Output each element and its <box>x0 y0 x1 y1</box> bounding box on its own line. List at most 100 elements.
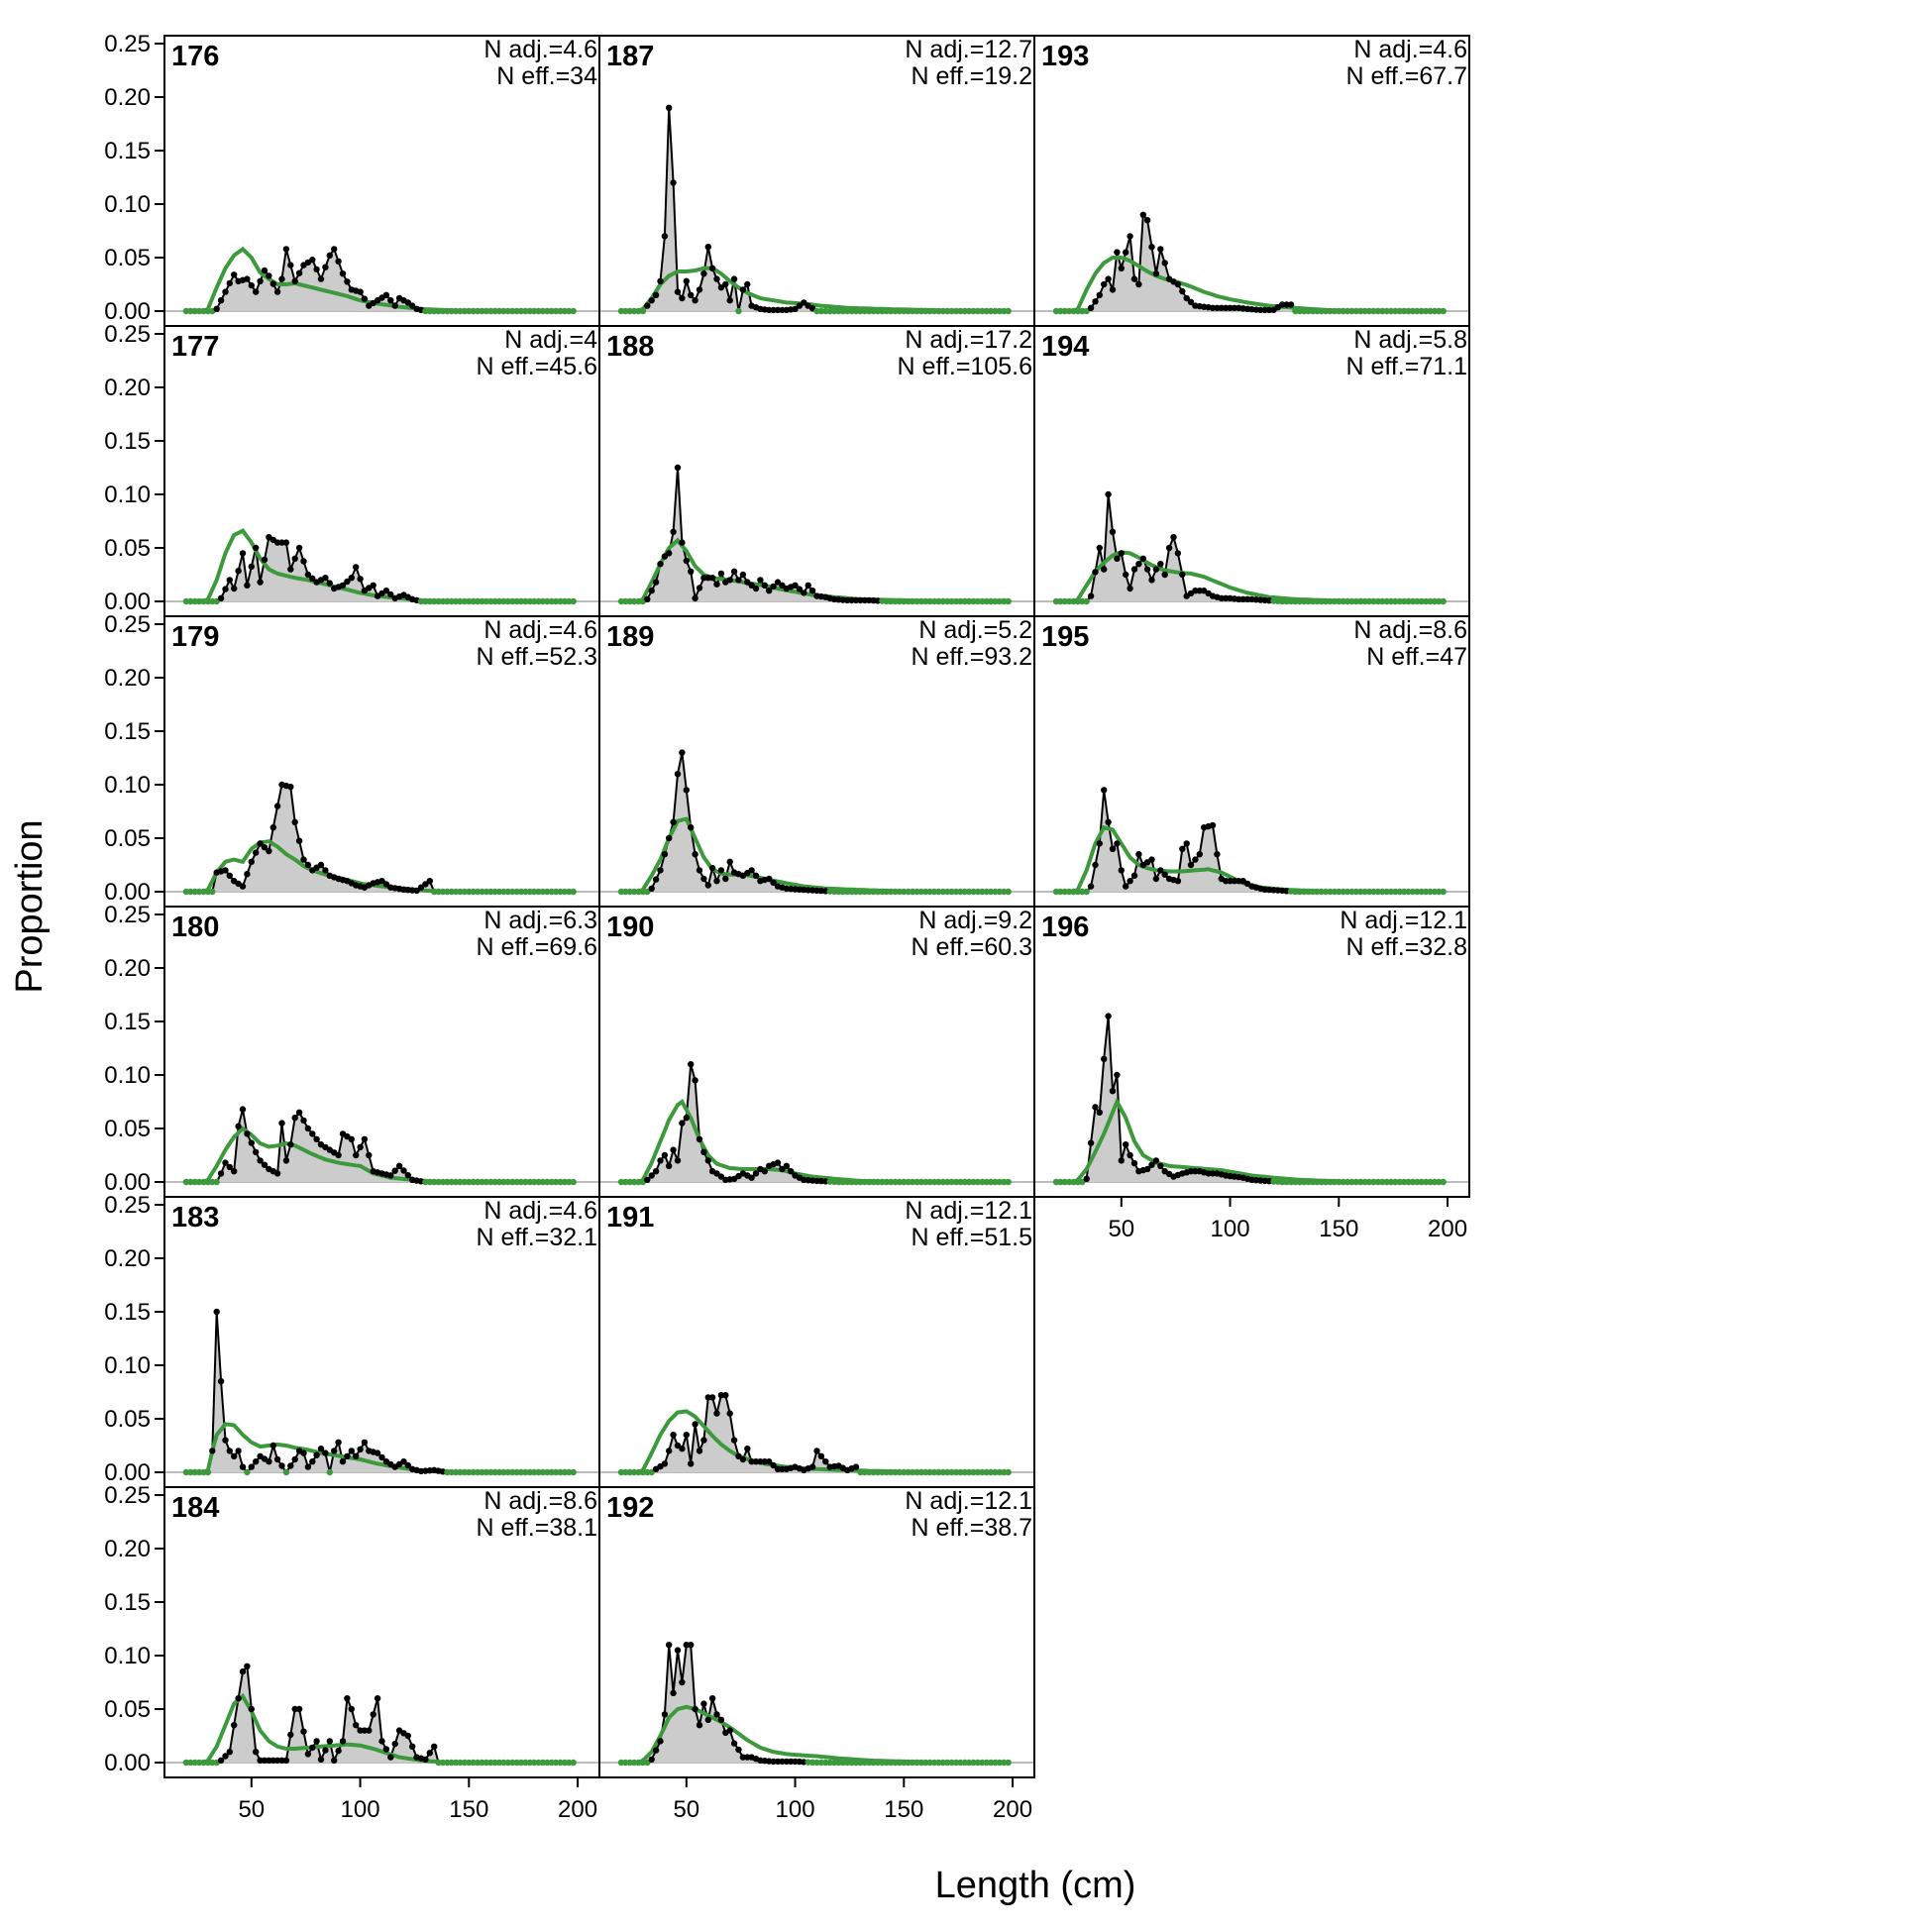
observed-point <box>535 307 542 315</box>
observed-point <box>495 1178 503 1186</box>
observed-point <box>848 1759 855 1767</box>
observed-point <box>544 597 551 605</box>
observed-point <box>874 1759 882 1767</box>
observed-point <box>566 597 573 605</box>
observed-point <box>448 1468 455 1476</box>
observed-point <box>952 1759 960 1767</box>
observed-point <box>926 307 933 315</box>
observed-point <box>1436 597 1443 605</box>
observed-point <box>696 286 703 293</box>
observed-point <box>348 1705 355 1713</box>
panel-177: 177 N adj.=4N eff.=45.6 0.00 0.05 0.10 0.15 0.… <box>104 321 600 617</box>
observed-point <box>626 307 633 315</box>
observed-point <box>708 1695 716 1702</box>
observed-point <box>209 1178 216 1186</box>
observed-point <box>353 1151 360 1159</box>
observed-point <box>1405 307 1412 315</box>
panel-184: 184 N adj.=8.6N eff.=38.1 0.00 0.05 0.10 0.15… <box>104 1482 600 1778</box>
observed-point <box>452 307 460 315</box>
observed-point <box>965 1468 973 1476</box>
observed-point <box>491 307 498 315</box>
observed-point <box>1427 1178 1434 1186</box>
observed-point <box>235 1448 242 1454</box>
y-tick-label: 0.15 <box>104 428 151 455</box>
observed-point <box>939 1468 946 1476</box>
observed-point <box>1314 1178 1321 1186</box>
observed-point <box>970 1468 977 1476</box>
observed-point <box>674 1647 682 1654</box>
panel-year-label: 193 <box>1041 41 1089 72</box>
observed-point <box>965 1759 973 1767</box>
observed-point <box>204 1468 212 1476</box>
observed-point <box>874 307 882 315</box>
observed-point <box>952 307 960 315</box>
n-eff-label: N eff.=47 <box>1366 643 1467 671</box>
observed-point <box>1396 307 1404 315</box>
observed-point <box>639 1759 647 1767</box>
observed-point <box>1327 1178 1334 1186</box>
observed-point <box>1161 571 1168 579</box>
observed-point <box>300 1728 307 1735</box>
y-tick-label: 0.10 <box>104 482 151 508</box>
observed-point <box>1152 270 1160 277</box>
n-eff-label: N eff.=67.7 <box>1345 62 1467 90</box>
observed-point <box>566 888 573 896</box>
observed-point <box>905 597 912 605</box>
observed-point <box>491 1759 498 1767</box>
panels: 176 N adj.=4.6N eff.=340.000.050.100.150.… <box>104 31 1470 1778</box>
observed-point <box>213 1178 220 1186</box>
observed-point <box>1370 1178 1377 1186</box>
observed-point <box>1087 592 1095 599</box>
observed-point <box>1348 1178 1355 1186</box>
observed-point <box>426 1750 433 1757</box>
observed-point <box>544 1759 551 1767</box>
observed-point <box>200 307 207 315</box>
observed-point <box>652 876 660 883</box>
observed-point <box>326 1738 333 1745</box>
observed-point <box>253 1148 260 1156</box>
observed-point <box>513 1178 520 1186</box>
observed-point <box>700 1437 707 1444</box>
observed-point <box>470 1759 477 1767</box>
observed-point <box>457 307 464 315</box>
observed-point <box>1265 306 1273 314</box>
observed-point <box>1361 1178 1368 1186</box>
observed-point <box>1365 888 1373 896</box>
observed-point <box>970 1759 977 1767</box>
observed-point <box>187 1759 194 1767</box>
observed-point <box>644 302 651 309</box>
observed-point <box>1239 595 1246 602</box>
observed-point <box>652 1168 660 1175</box>
observed-point <box>1096 544 1104 552</box>
observed-point <box>213 1308 220 1316</box>
observed-point <box>1174 280 1182 288</box>
panel-year-label: 179 <box>171 621 219 653</box>
y-tick-label: 0.10 <box>104 1062 151 1089</box>
observed-point <box>983 1178 990 1186</box>
panel-year-label: 176 <box>171 41 219 72</box>
observed-point <box>452 1178 460 1186</box>
observed-point <box>648 1756 655 1764</box>
observed-point <box>552 1178 560 1186</box>
observed-point <box>883 1178 890 1186</box>
observed-point <box>700 270 707 277</box>
observed-point <box>817 307 825 315</box>
observed-point <box>688 1061 695 1068</box>
observed-point <box>417 884 425 891</box>
observed-point <box>944 888 951 896</box>
observed-point <box>535 1759 542 1767</box>
observed-point <box>539 597 547 605</box>
observed-point <box>461 597 469 605</box>
observed-area <box>185 1109 574 1182</box>
observed-point <box>870 307 877 315</box>
observed-point <box>739 1455 747 1463</box>
observed-point <box>448 1759 455 1767</box>
observed-point <box>231 585 238 592</box>
observed-point <box>1379 888 1386 896</box>
observed-point <box>404 299 411 306</box>
observed-point <box>309 575 316 582</box>
observed-point <box>535 888 542 896</box>
observed-point <box>182 1178 190 1186</box>
observed-area <box>185 537 574 601</box>
